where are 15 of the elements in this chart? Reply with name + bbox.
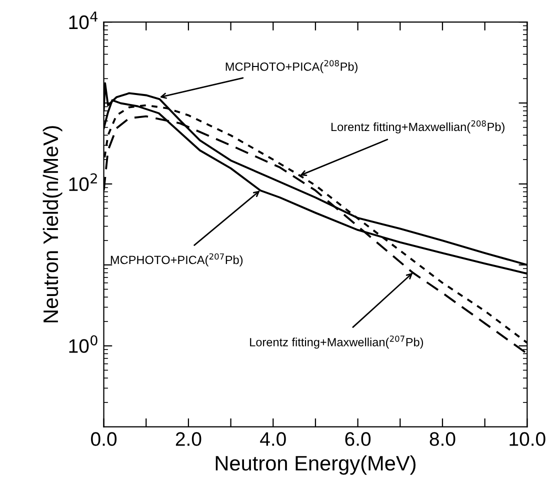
- x-axis-title: Neutron Energy(MeV): [216, 455, 416, 475]
- annotation: Lorentz fitting+Maxwellian($^{208}$Pb): [331, 120, 504, 134]
- annotation: MCPHOTO+PICA($^{207}$Pb): [110, 253, 243, 266]
- y-tick-label: 10$^{0}$: [69, 335, 98, 353]
- annotation: Lorentz fitting+Maxwellian($^{207}$Pb): [250, 336, 424, 349]
- x-tick-label: 10.0: [510, 432, 546, 446]
- y-axis-title: Neutron Yield(n/MeV): [42, 126, 62, 322]
- x-tick-label: 8.0: [430, 432, 456, 446]
- annotation: MCPHOTO+PICA($^{208}$Pb): [226, 60, 358, 74]
- x-tick-label: 6.0: [345, 432, 371, 446]
- x-tick-label: 4.0: [260, 432, 286, 446]
- y-tick-label: 10$^{4}$: [69, 12, 98, 30]
- y-tick-label: 10$^{2}$: [69, 173, 97, 192]
- x-tick-label: 2.0: [176, 432, 202, 446]
- x-tick-label: 0.0: [91, 432, 117, 446]
